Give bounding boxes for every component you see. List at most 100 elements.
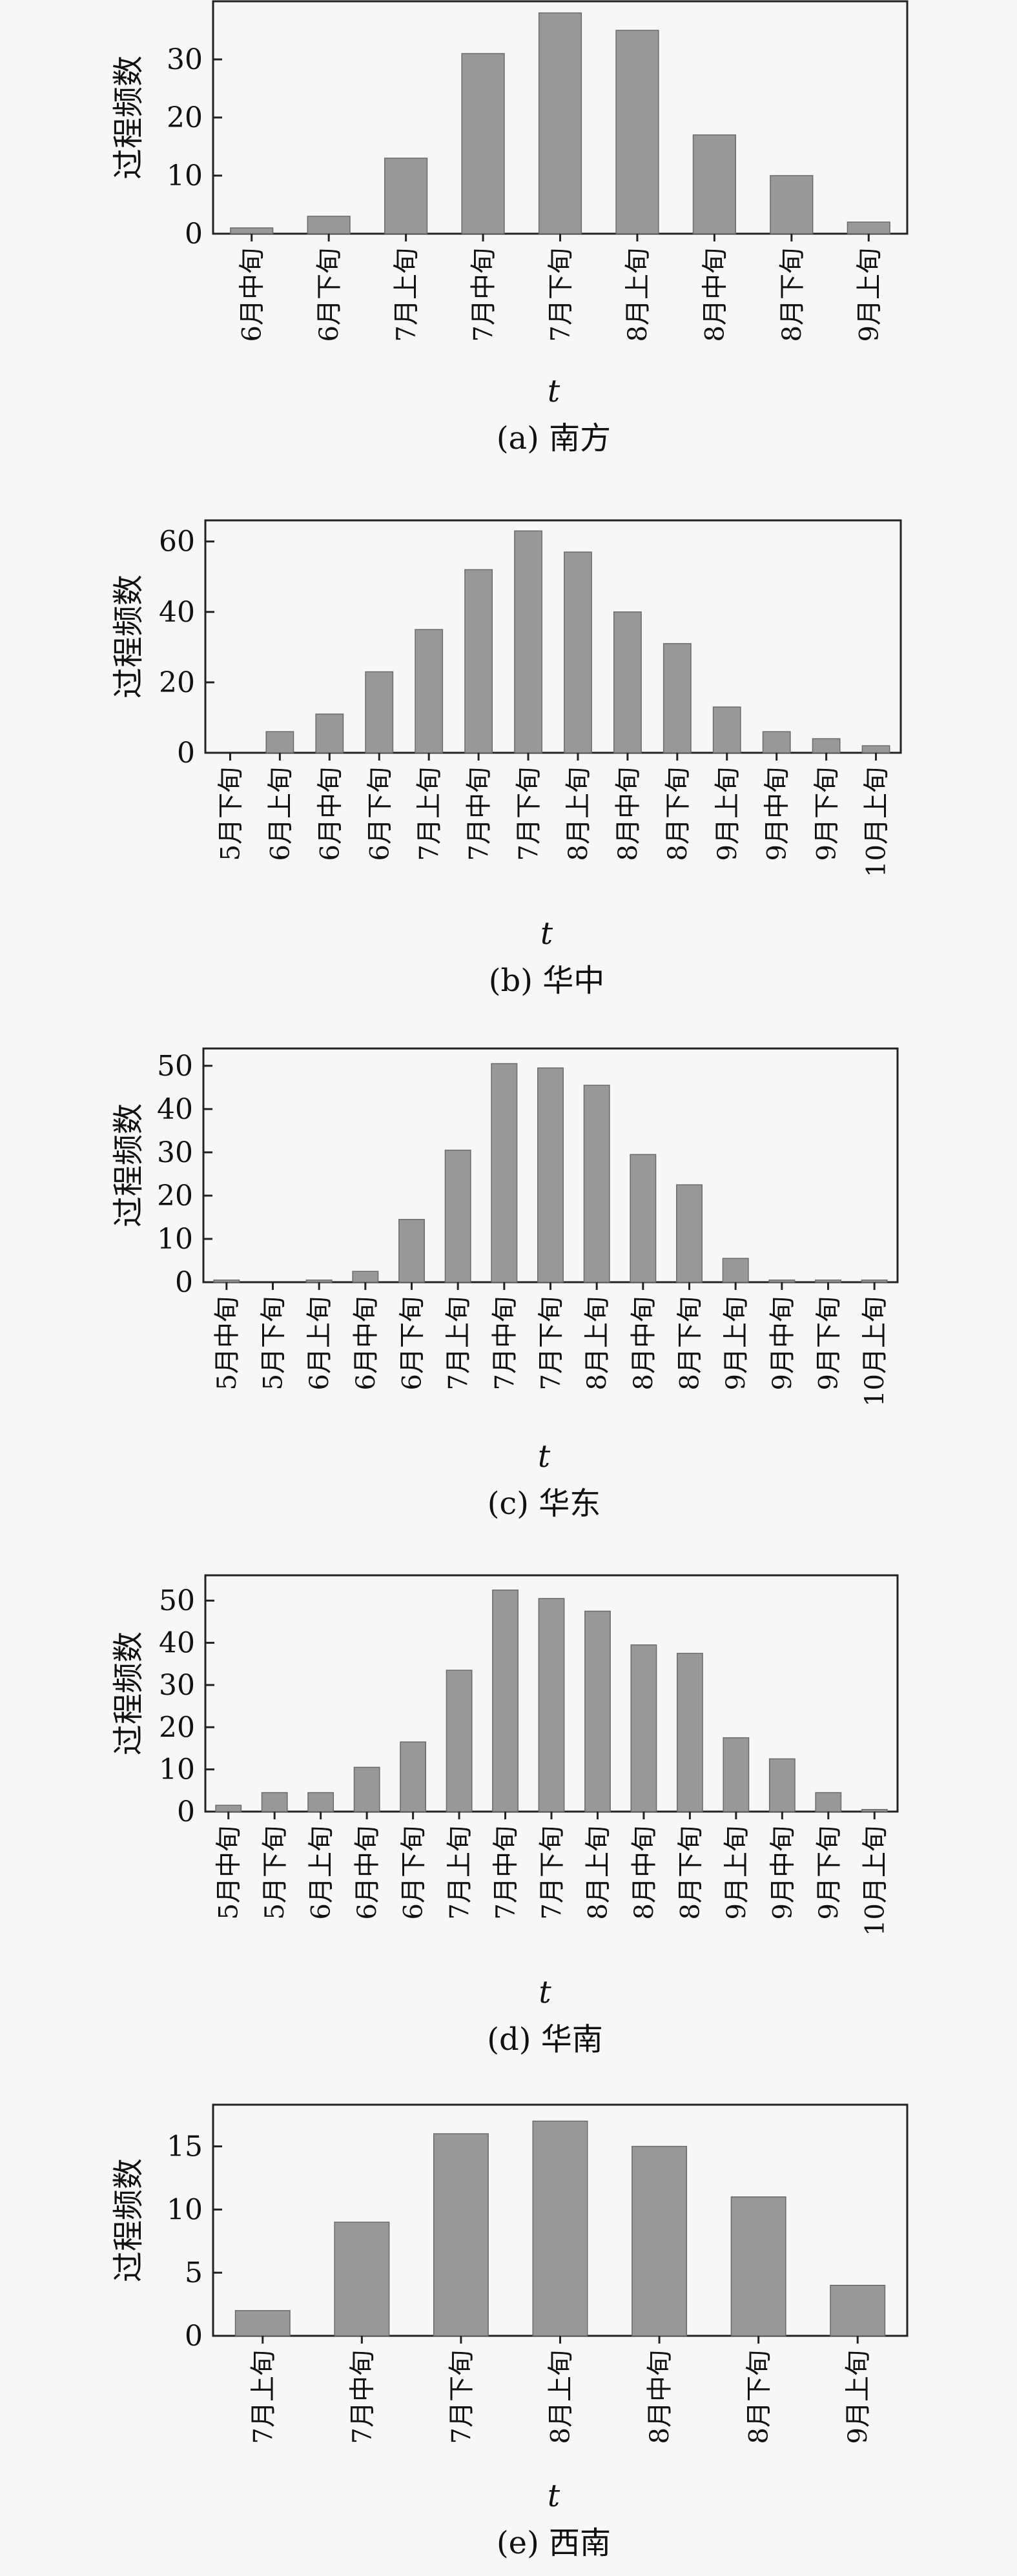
- bar-7月上旬: [384, 158, 428, 234]
- chart-panel-0: 0 10 20 30 6月中旬 6月下旬 7月上旬 7月中旬 7月下旬 8月上旬 8月中旬 8月下旬 9…: [0, 0, 1017, 471]
- y-tick-label: 30: [159, 1669, 195, 1702]
- x-tick-label: 7月中旬: [490, 1296, 520, 1390]
- bar-7月中旬: [334, 2222, 390, 2336]
- y-axis-label: 过程频数: [110, 1103, 147, 1227]
- chart-panel-1: 0 20 40 60 5月下旬 6月上旬 6月中旬 6月下旬 7月上旬 7月中旬 7月下旬 8月上旬 8…: [0, 504, 1017, 1014]
- bar-7月下旬: [433, 2133, 489, 2336]
- bar-9月中旬: [768, 1758, 796, 1812]
- x-tick-label: 6月下旬: [314, 248, 344, 342]
- y-tick-label: 10: [159, 1753, 195, 1786]
- x-tick-label: 7月中旬: [347, 2350, 377, 2444]
- x-tick-label: 8月下旬: [675, 1296, 705, 1390]
- x-tick-label: 7月上旬: [415, 767, 444, 861]
- panel-caption: (e) 西南: [497, 2525, 611, 2561]
- bar-6月下旬: [307, 216, 351, 234]
- x-tick-label: 10月上旬: [862, 767, 892, 877]
- x-tick-label: 8月下旬: [663, 767, 693, 861]
- y-axis-label: 过程频数: [110, 2158, 147, 2282]
- x-tick-label: 6月中旬: [315, 767, 345, 861]
- bar-7月上旬: [446, 1670, 473, 1812]
- x-tick-label: 7月中旬: [469, 248, 498, 342]
- y-tick-label: 50: [159, 1584, 195, 1617]
- bar-10月上旬: [861, 745, 890, 753]
- x-tick-label: 7月中旬: [491, 1826, 521, 1919]
- y-axis-label: 过程频数: [110, 1631, 147, 1755]
- bar-9月上旬: [722, 1258, 749, 1283]
- bar-6月下旬: [398, 1219, 425, 1283]
- y-axis-label: 过程频数: [110, 56, 147, 179]
- bar-8月下旬: [770, 175, 814, 234]
- y-tick-label: 5: [185, 2256, 203, 2289]
- bar-7月中旬: [491, 1063, 518, 1283]
- chart-svg-0: 0 10 20 30 6月中旬 6月下旬 7月上旬 7月中旬 7月下旬 8月上旬 8月中旬 8月下旬 9…: [110, 0, 909, 456]
- bar-7月上旬: [444, 1149, 471, 1283]
- x-tick-label: 6月上旬: [307, 1826, 336, 1919]
- x-tick-label: 6月下旬: [398, 1296, 427, 1390]
- y-tick-label: 15: [167, 2131, 203, 2163]
- panel-caption: (d) 华南: [487, 2021, 602, 2058]
- bar-9月上旬: [712, 706, 741, 753]
- bar-9月下旬: [812, 738, 841, 753]
- x-tick-label: 10月上旬: [860, 1826, 890, 1936]
- x-tick-label: 9月上旬: [713, 767, 743, 861]
- y-tick-label: 10: [167, 159, 203, 192]
- x-axis-label: t: [548, 2478, 560, 2514]
- x-tick-label: 7月上旬: [392, 248, 422, 342]
- bar-8月上旬: [532, 2120, 588, 2336]
- y-tick-label: 60: [159, 526, 195, 558]
- x-tick-label: 9月下旬: [814, 1296, 844, 1390]
- panel-caption: (a) 南方: [497, 420, 611, 456]
- chart-svg-2: 0 10 20 30 40 50 5月中旬 5月下旬 6月上旬 6月中旬 6月下旬 7月上旬 7月中旬 7…: [110, 1047, 899, 1522]
- y-tick-label: 10: [157, 1223, 193, 1256]
- bar-7月下旬: [537, 1067, 564, 1283]
- bar-9月上旬: [830, 2284, 886, 2336]
- bar-8月下旬: [663, 643, 692, 753]
- x-tick-label: 10月上旬: [860, 1296, 890, 1407]
- chart-svg-4: 0 5 10 15 7月上旬 7月中旬 7月下旬 8月上旬 8月中旬 8月下旬 9月上旬 过程频数 t (…: [110, 2103, 909, 2561]
- x-axis-label: t: [539, 1974, 551, 2010]
- y-axis-label: 过程频数: [110, 575, 147, 699]
- x-tick-label: 7月中旬: [464, 767, 494, 861]
- x-tick-label: 9月下旬: [814, 1826, 844, 1919]
- chart-svg-1: 0 20 40 60 5月下旬 6月上旬 6月中旬 6月下旬 7月上旬 7月中旬 7月下旬 8月上旬 8…: [110, 519, 902, 999]
- y-tick-label: 20: [159, 1711, 195, 1744]
- x-tick-label: 8月下旬: [745, 2350, 774, 2444]
- bar-8月上旬: [583, 1085, 610, 1283]
- bar-7月下旬: [538, 1598, 565, 1812]
- panel-caption: (c) 华东: [488, 1486, 601, 1522]
- y-tick-label: 40: [159, 1627, 195, 1660]
- bar-9月上旬: [723, 1737, 750, 1812]
- bar-6月中旬: [352, 1271, 379, 1283]
- x-tick-label: 7月下旬: [447, 2350, 477, 2444]
- x-tick-label: 9月下旬: [812, 767, 842, 861]
- x-tick-label: 8月上旬: [546, 2350, 576, 2444]
- y-tick-label: 20: [167, 101, 203, 134]
- bar-9月中旬: [762, 731, 791, 753]
- y-tick-label: 20: [159, 666, 195, 699]
- bar-9月中旬: [768, 1279, 796, 1283]
- chart-svg-3: 0 10 20 30 40 50 5月中旬 5月下旬 6月上旬 6月中旬 6月下旬 7月上旬 7月中旬 7…: [110, 1574, 899, 2058]
- chart-panel-2: 0 10 20 30 40 50 5月中旬 5月下旬 6月上旬 6月中旬 6月下旬 7月上旬 7月中旬 7…: [0, 1020, 1017, 1537]
- bar-8月中旬: [630, 1154, 657, 1283]
- bar-7月下旬: [538, 12, 582, 234]
- x-tick-label: 7月下旬: [514, 767, 544, 861]
- x-tick-label: 8月下旬: [777, 248, 807, 342]
- x-tick-label: 9月中旬: [763, 767, 792, 861]
- bar-5月下旬: [261, 1792, 288, 1812]
- x-tick-label: 8月上旬: [582, 1296, 612, 1390]
- x-tick-label: 6月下旬: [365, 767, 395, 861]
- x-tick-label: 7月上旬: [444, 1296, 473, 1390]
- x-tick-label: 9月中旬: [768, 1826, 797, 1919]
- x-tick-label: 9月上旬: [854, 248, 884, 342]
- bar-6月中旬: [230, 227, 274, 234]
- y-tick-label: 0: [177, 737, 195, 770]
- bar-8月上旬: [584, 1610, 611, 1812]
- bar-8月下旬: [676, 1653, 703, 1812]
- bar-6月下旬: [400, 1741, 427, 1812]
- x-tick-label: 8月上旬: [583, 1826, 613, 1919]
- bar-8月中旬: [632, 2145, 688, 2336]
- y-tick-label: 50: [157, 1050, 193, 1083]
- chart-panel-4: 0 5 10 15 7月上旬 7月中旬 7月下旬 8月上旬 8月中旬 8月下旬 9月上旬 过程频数 t (…: [0, 2085, 1017, 2576]
- bar-7月下旬: [514, 530, 542, 753]
